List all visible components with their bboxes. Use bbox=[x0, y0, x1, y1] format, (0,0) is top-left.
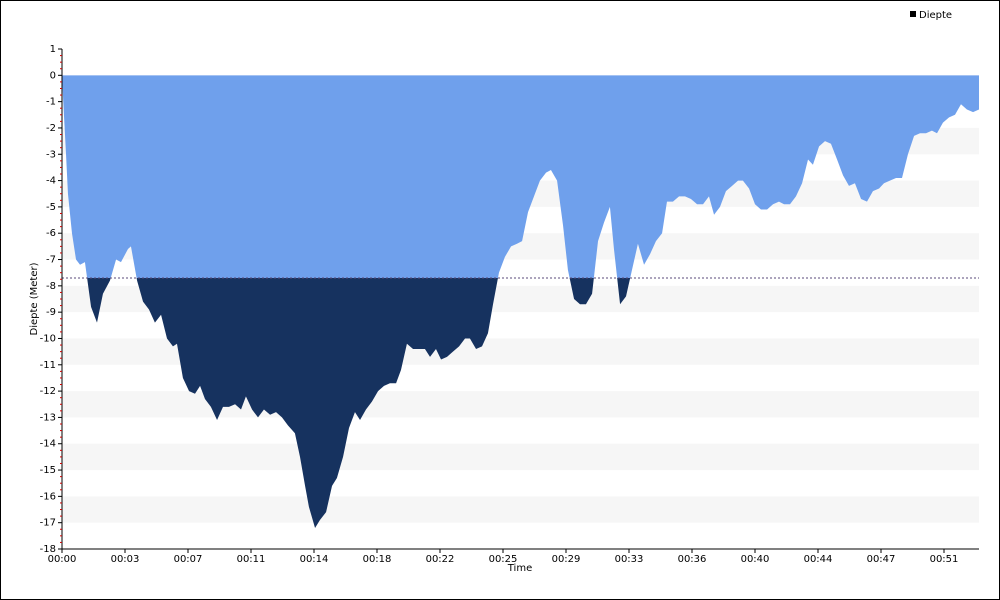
x-tick-label: 00:47 bbox=[867, 554, 896, 565]
x-tick-label: 00:14 bbox=[300, 554, 329, 565]
y-tick-label: -10 bbox=[40, 333, 56, 344]
y-tick-label: -9 bbox=[46, 307, 56, 318]
x-axis-label: Time bbox=[507, 563, 532, 574]
y-tick-label: -1 bbox=[46, 97, 56, 108]
legend-swatch bbox=[910, 11, 916, 17]
y-tick-label: 1 bbox=[50, 44, 56, 55]
y-tick-label: -2 bbox=[46, 123, 56, 134]
x-tick-label: 00:25 bbox=[489, 554, 518, 565]
y-tick-label: -6 bbox=[46, 228, 56, 239]
x-tick-label: 00:11 bbox=[237, 554, 266, 565]
y-tick-label: -14 bbox=[40, 439, 56, 450]
y-axis-label: Diepte (Meter) bbox=[29, 262, 40, 335]
y-tick-label: -7 bbox=[46, 255, 56, 266]
y-tick-label: -12 bbox=[40, 386, 56, 397]
x-tick-label: 00:51 bbox=[930, 554, 959, 565]
y-tick-label: -13 bbox=[40, 412, 56, 423]
x-tick-label: 00:03 bbox=[111, 554, 140, 565]
depth-area bbox=[62, 75, 979, 528]
x-tick-label: 00:33 bbox=[615, 554, 644, 565]
x-tick-label: 00:44 bbox=[804, 554, 833, 565]
y-tick-label: -3 bbox=[46, 149, 56, 160]
x-tick-label: 00:40 bbox=[741, 554, 770, 565]
legend-label: Diepte bbox=[919, 10, 952, 21]
y-tick-label: -4 bbox=[46, 176, 56, 187]
y-tick-label: -16 bbox=[40, 491, 56, 502]
x-tick-label: 00:07 bbox=[174, 554, 203, 565]
x-tick-label: 00:00 bbox=[48, 554, 77, 565]
x-tick-label: 00:29 bbox=[552, 554, 581, 565]
x-tick-label: 00:36 bbox=[678, 554, 707, 565]
y-tick-label: -5 bbox=[46, 202, 56, 213]
y-tick-label: -8 bbox=[46, 281, 56, 292]
grid-band bbox=[62, 496, 979, 523]
grid-band bbox=[62, 443, 979, 471]
y-tick-label: -18 bbox=[40, 544, 56, 555]
y-tick-label: 0 bbox=[50, 70, 56, 81]
x-tick-label: 00:18 bbox=[363, 554, 392, 565]
y-tick-label: -17 bbox=[40, 518, 56, 529]
y-tick-label: -11 bbox=[40, 360, 56, 371]
x-tick-label: 00:22 bbox=[426, 554, 455, 565]
grid-band bbox=[62, 391, 979, 418]
y-tick-label: -15 bbox=[40, 465, 56, 476]
